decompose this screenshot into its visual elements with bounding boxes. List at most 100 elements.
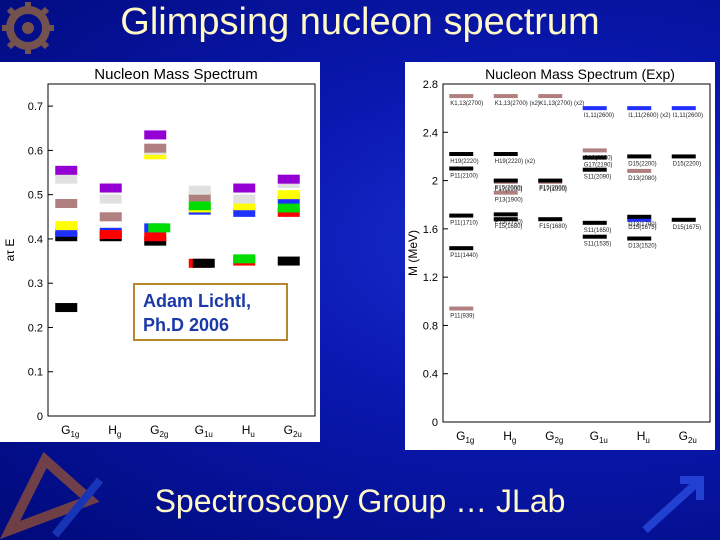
energy-level-bar [582,106,607,111]
y-tick-label: 0 [37,411,43,423]
energy-level-label: F15(1680) [495,224,523,230]
energy-level-bar [493,178,518,183]
plot-frame [442,83,711,423]
energy-level-bar [233,183,256,193]
energy-level-label: I1,11(2600) [673,113,703,119]
energy-level-bar [277,256,300,266]
energy-level-bar [188,192,211,202]
energy-level-bar [55,227,78,237]
lattice-spectrum-chart: Nucleon Mass Spectrum 0 0.1 0.2 0.3 0.4 0.5 0.6… [0,62,320,442]
energy-level-bar [582,155,607,160]
y-tick-label: 0 [432,417,438,429]
energy-level-label: F17(1990) [495,187,523,193]
energy-level-label: G17(2190) [584,163,613,169]
energy-level-bar [55,303,78,313]
energy-level-bar [233,207,256,217]
energy-level-bar [582,234,607,239]
energy-level-bar [671,217,696,222]
y-tick-label: 0.7 [28,101,43,113]
energy-level-bar [449,213,474,218]
energy-level-bar [582,148,607,153]
y-tick-label: 0.4 [423,369,438,381]
energy-level-bar [144,232,167,242]
energy-level-label: D13(1520) [628,244,656,250]
energy-level-label: I1,11(2600) [584,113,614,119]
lattice-chart-svg: Nucleon Mass Spectrum 0 0.1 0.2 0.3 0.4 0.5 0.6… [3,66,316,439]
energy-level-bar [99,230,122,240]
energy-level-label: D15(1675) [673,225,701,231]
x-category-label: G2u [679,429,697,445]
decorative-gear-icon [2,2,54,54]
energy-level-label: F15(2000) [539,186,567,192]
energy-level-bar [493,190,518,195]
energy-level-bar [99,194,122,204]
energy-level-label: H19(2220) [450,159,478,165]
y-tick-label: 0.1 [28,367,43,379]
y-axis-label: M (MeV) [406,230,420,276]
energy-level-bar [449,246,474,251]
chart-title: Nucleon Mass Spectrum (Exp) [485,66,675,82]
energy-level-bar [538,217,563,222]
energy-level-bar [627,168,652,173]
energy-level-label: D15(2200) [673,161,701,167]
energy-level-bar [144,143,167,153]
energy-level-bar [538,94,563,99]
energy-level-bar [55,174,78,184]
energy-level-bar [627,236,652,241]
energy-level-bar [493,217,518,222]
energy-level-bar [233,194,256,204]
y-tick-label: 1.6 [423,224,438,236]
experiment-chart-svg: Nucleon Mass Spectrum (Exp) 0 0.4 0.8 1.2 1.6… [406,66,711,445]
energy-level-bar [671,154,696,159]
energy-level-bar [627,106,652,111]
energy-level-bar [55,221,78,231]
x-category-label: Hu [637,429,650,445]
y-tick-label: 0.5 [28,190,43,202]
decorative-bracket-icon [0,451,104,540]
y-tick-label: 0.6 [28,145,43,157]
energy-level-bar [55,165,78,175]
author-name: Adam Lichtl, [143,291,252,311]
energy-level-label: I1,11(2600) (x2) [628,113,670,119]
energy-level-bar [627,154,652,159]
author-callout: Adam Lichtl, Ph.D 2006 [133,283,288,341]
energy-level-bar [192,258,215,268]
y-axis-label: aτ E [3,239,17,262]
y-tick-label: 1.2 [423,272,438,284]
x-category-label: G1g [456,429,474,445]
x-category-label: G2g [150,423,168,439]
energy-level-bar [55,199,78,209]
x-category-label: Hg [108,423,121,439]
author-degree: Ph.D 2006 [143,315,230,335]
x-category-label: G2g [545,429,563,445]
energy-level-bar [233,201,256,211]
energy-level-bar [493,212,518,217]
energy-level-bar [188,185,211,195]
decorative-arrow-icon [642,476,704,533]
energy-level-label: P11(2100) [450,174,478,180]
y-tick-label: 0.3 [28,278,43,290]
energy-level-label: P11(1440) [450,253,478,259]
x-category-label: G1u [195,423,213,439]
energy-level-label: P11(1710) [450,221,478,227]
energy-level-label: F17(1990) [539,187,567,193]
energy-level-bar [627,214,652,219]
energy-level-bar [277,174,300,184]
energy-level-label: H19(2220) (x2) [495,159,535,165]
energy-level-bar [144,130,167,140]
energy-level-label: D13(2080) [628,176,656,182]
plot-frame [47,83,316,417]
slide-footer: Spectroscopy Group … JLab [154,483,566,519]
energy-level-label: G19(2250) [584,155,613,161]
energy-level-label: P13(1720) [495,219,523,225]
energy-level-bar [277,203,300,213]
x-category-label: G1g [61,423,79,439]
energy-level-label: K1,13(2700) [450,101,483,107]
y-tick-label: 0.8 [423,320,438,332]
energy-level-label: K1,13(2700) (x2) [539,101,584,107]
energy-level-bar [627,217,652,222]
energy-level-bar [449,166,474,171]
slide-title: Glimpsing nucleon spectrum [120,1,600,43]
energy-level-bar [538,178,563,183]
y-tick-label: 0.4 [28,234,43,246]
